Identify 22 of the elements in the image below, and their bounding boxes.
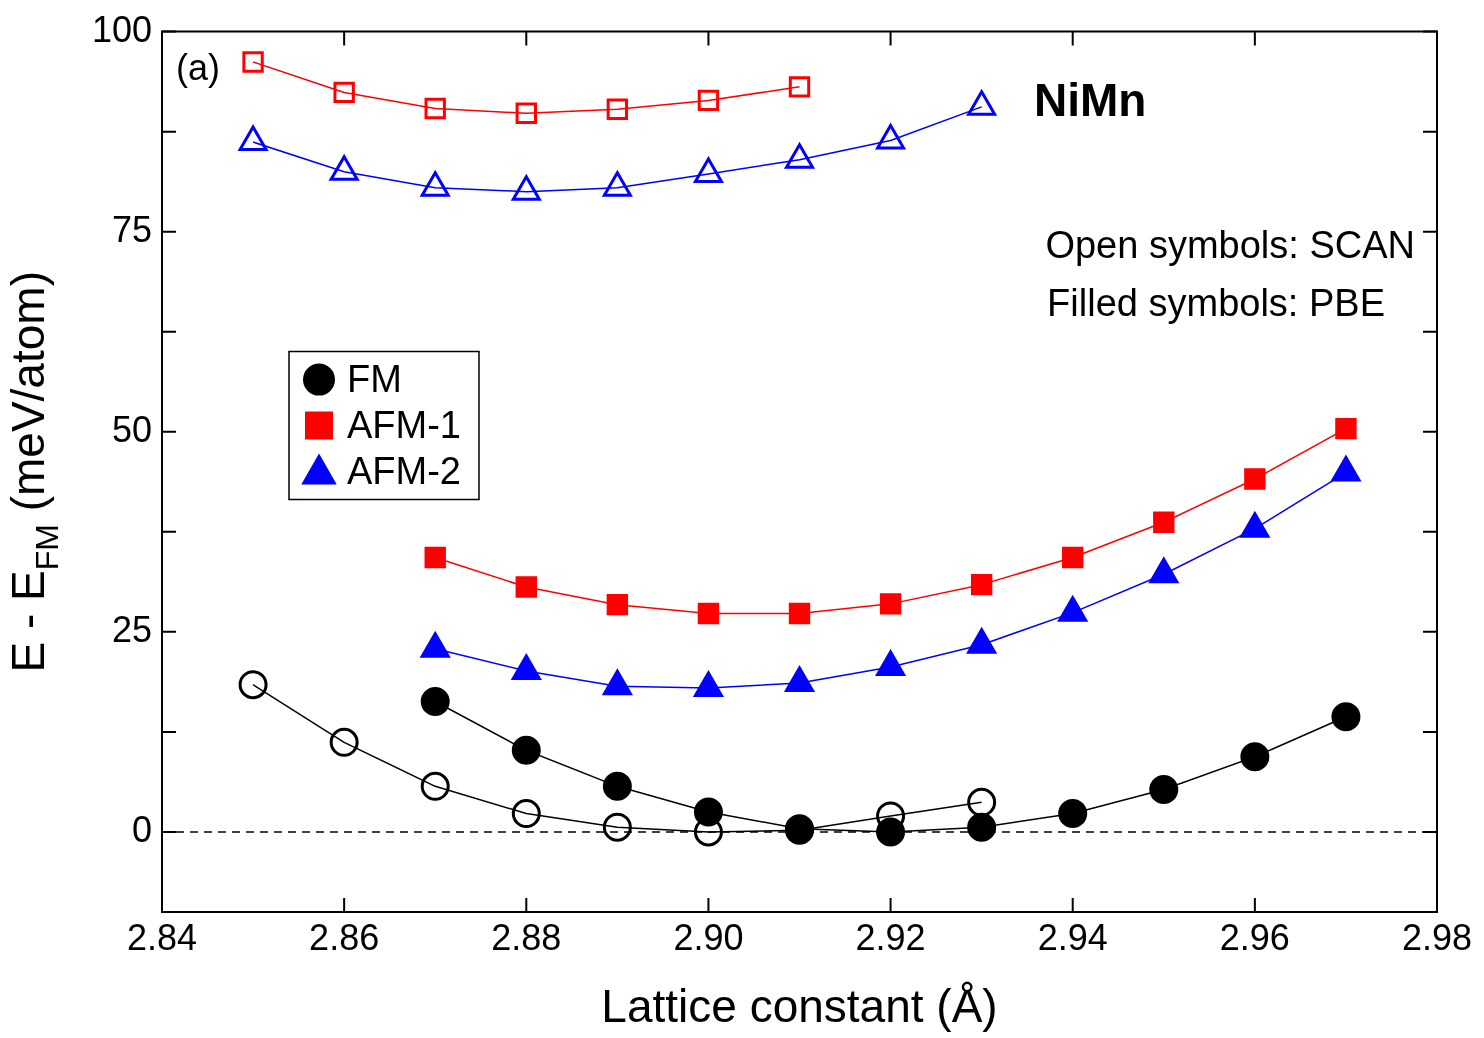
annotation: Open symbols: SCAN [1045, 223, 1415, 266]
annotation: NiMn [1034, 73, 1147, 126]
legend-label: AFM-2 [347, 450, 461, 493]
y-axis-title: E - EFM (meV/atom) [2, 271, 65, 673]
y-tick-label: 100 [91, 8, 152, 50]
legend-label: FM [347, 358, 402, 401]
y-tick-label: 25 [111, 608, 152, 650]
x-axis-title: Lattice constant (Å) [601, 980, 998, 1032]
x-tick-label: 2.86 [309, 916, 380, 958]
x-tick-label: 2.94 [1037, 916, 1108, 958]
y-tick-label: 75 [111, 208, 152, 250]
y-tick-label: 50 [111, 408, 152, 450]
x-tick-label: 2.90 [673, 916, 744, 958]
x-tick-label: 2.96 [1219, 916, 1290, 958]
x-tick-label: 2.92 [855, 916, 926, 958]
legend-label: AFM-1 [347, 404, 461, 447]
y-tick-label: 0 [131, 808, 152, 850]
x-tick-label: 2.84 [126, 916, 198, 958]
x-tick-label: 2.98 [1401, 916, 1473, 958]
annotation: (a) [176, 46, 220, 88]
x-tick-label: 2.88 [491, 916, 562, 958]
annotation: Filled symbols: PBE [1047, 281, 1385, 324]
